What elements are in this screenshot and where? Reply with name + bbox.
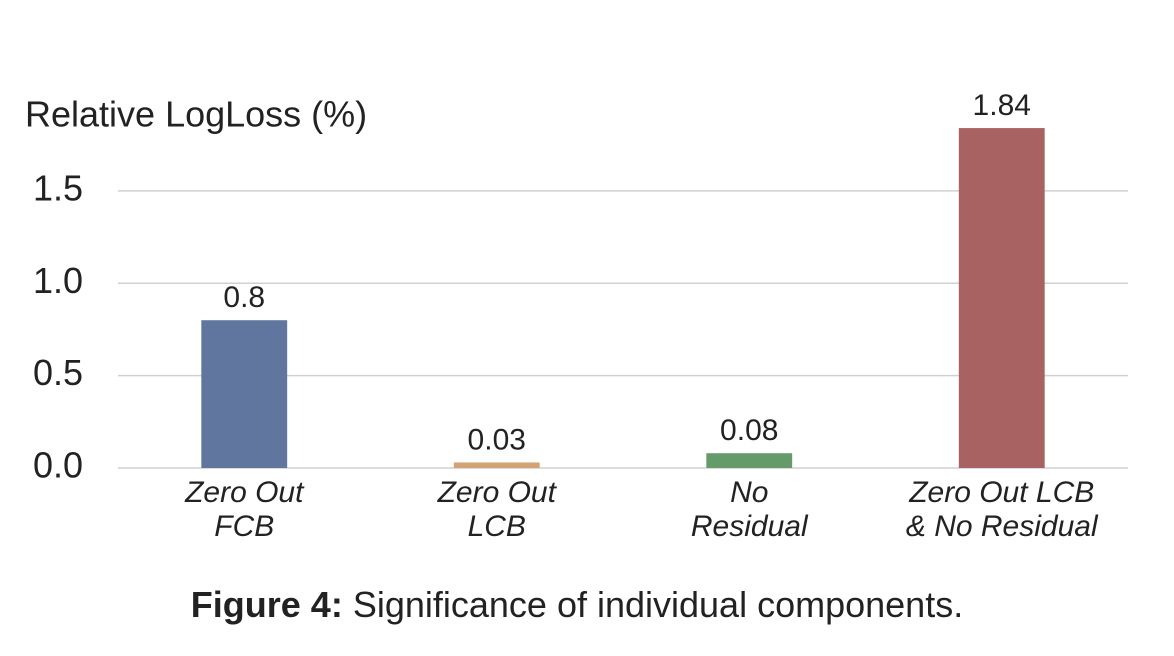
x-tick-label: & No Residual [906, 510, 1099, 543]
y-axis-title: Relative LogLoss (%) [25, 94, 367, 135]
caption-label: Figure 4: [191, 584, 343, 625]
x-tick-label: No [730, 476, 768, 509]
x-tick-label: LCB [468, 510, 526, 543]
caption-text: Significance of individual components. [353, 584, 963, 625]
y-tick-label: 0.5 [33, 352, 83, 393]
x-tick-label: Zero Out [437, 476, 558, 509]
value-label: 0.8 [223, 281, 265, 314]
x-tick-label: Zero Out LCB [908, 476, 1094, 509]
caption: Figure 4: Significance of individual com… [191, 584, 963, 625]
y-tick-label: 0.0 [33, 445, 83, 486]
value-label: 1.84 [973, 89, 1031, 122]
y-tick-label: 1.5 [33, 167, 83, 208]
x-tick-label: FCB [214, 510, 274, 543]
value-label: 0.03 [468, 423, 526, 456]
x-tick-label: Zero Out [184, 476, 305, 509]
bar [706, 453, 793, 468]
bar [201, 320, 288, 468]
value-label: 0.08 [720, 414, 778, 447]
bar [958, 128, 1045, 468]
x-tick-label: Residual [691, 510, 809, 543]
y-tick-label: 1.0 [33, 260, 83, 301]
bar [453, 462, 540, 468]
